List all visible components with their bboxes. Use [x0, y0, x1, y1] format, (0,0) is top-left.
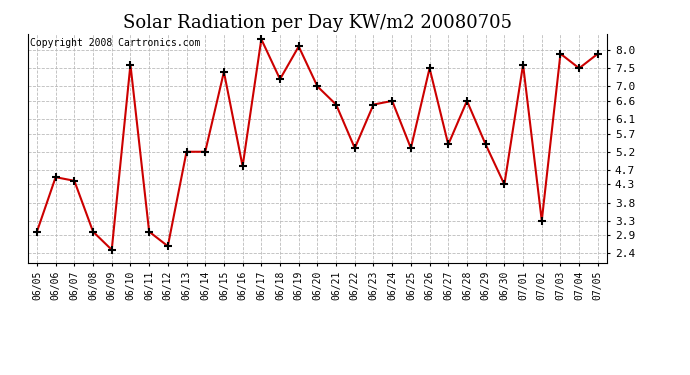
Text: Copyright 2008 Cartronics.com: Copyright 2008 Cartronics.com: [30, 38, 201, 48]
Title: Solar Radiation per Day KW/m2 20080705: Solar Radiation per Day KW/m2 20080705: [123, 14, 512, 32]
